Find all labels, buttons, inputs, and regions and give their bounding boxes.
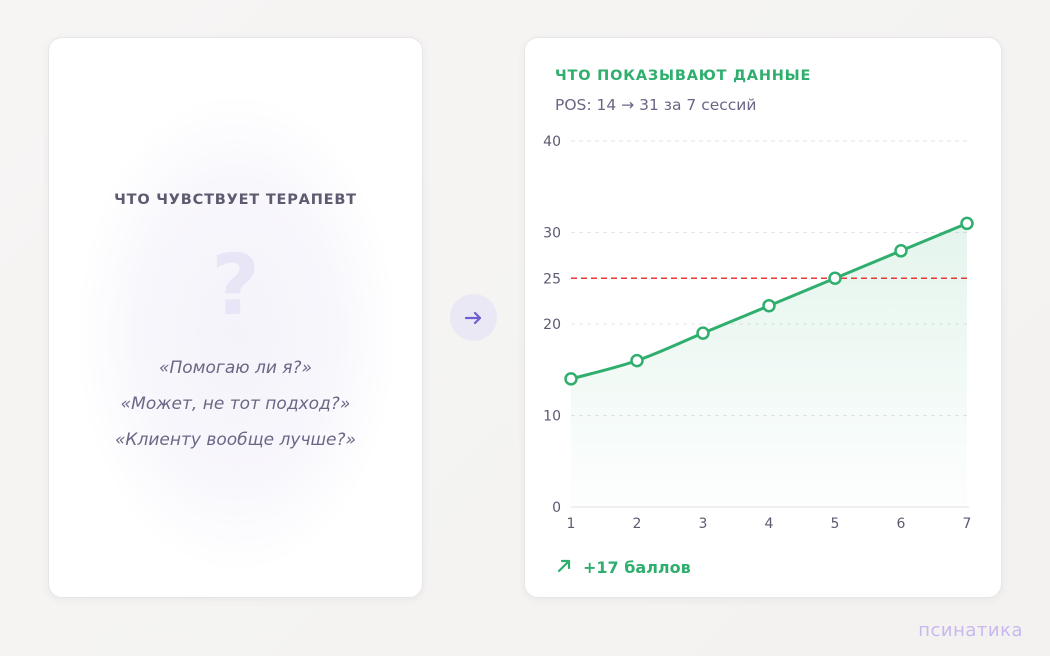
x-tick-label: 6 <box>897 516 906 532</box>
background-glow <box>79 98 394 568</box>
x-tick-label: 3 <box>699 516 708 532</box>
data-point <box>564 372 578 386</box>
pos-line-chart: 0 10 20 25 30 40 1 2 3 4 5 6 7 <box>543 134 974 532</box>
x-tick-label: 4 <box>765 516 774 532</box>
trend-up-arrow-icon <box>557 558 571 577</box>
data-point <box>828 271 842 285</box>
quote-item: «Клиенту вообще лучше?» <box>114 430 357 450</box>
score-change-label: +17 баллов <box>583 558 691 577</box>
therapist-card-title: ЧТО ЧУВСТВУЕТ ТЕРАПЕВТ <box>114 192 357 208</box>
quote-item: «Может, не тот подход?» <box>120 394 351 414</box>
x-tick-label: 1 <box>567 516 576 532</box>
therapist-feelings-card: ЧТО ЧУВСТВУЕТ ТЕРАПЕВТ ? «Помогаю ли я?»… <box>48 37 423 598</box>
y-tick-label: 10 <box>543 409 561 425</box>
y-tick-label: 25 <box>543 271 561 287</box>
quote-item: «Помогаю ли я?» <box>158 358 313 378</box>
x-tick-label: 7 <box>963 516 972 532</box>
data-point <box>696 326 710 340</box>
data-point <box>762 298 776 313</box>
area-fill <box>571 223 967 507</box>
quotes-list: «Помогаю ли я?» «Может, не тот подход?» … <box>49 350 422 458</box>
data-card-subtitle: POS: 14 → 31 за 7 сессий <box>555 96 757 114</box>
x-tick-label: 2 <box>633 516 642 532</box>
data-point <box>960 216 974 231</box>
data-card: ЧТО ПОКАЗЫВАЮТ ДАННЫЕ POS: 14 → 31 за 7 … <box>524 37 1002 598</box>
y-tick-label: 20 <box>543 317 561 333</box>
arrow-right-icon <box>450 294 497 341</box>
data-point <box>894 244 908 258</box>
x-tick-label: 5 <box>831 516 840 532</box>
y-tick-label: 40 <box>543 134 561 150</box>
data-card-title: ЧТО ПОКАЗЫВАЮТ ДАННЫЕ <box>555 68 812 84</box>
data-point <box>630 353 644 368</box>
y-tick-label: 30 <box>543 226 561 242</box>
question-mark-icon: ? <box>211 236 260 334</box>
score-change: +17 баллов <box>557 558 691 577</box>
y-tick-label: 0 <box>552 500 561 516</box>
brand-logo: псинатика <box>918 620 1023 641</box>
